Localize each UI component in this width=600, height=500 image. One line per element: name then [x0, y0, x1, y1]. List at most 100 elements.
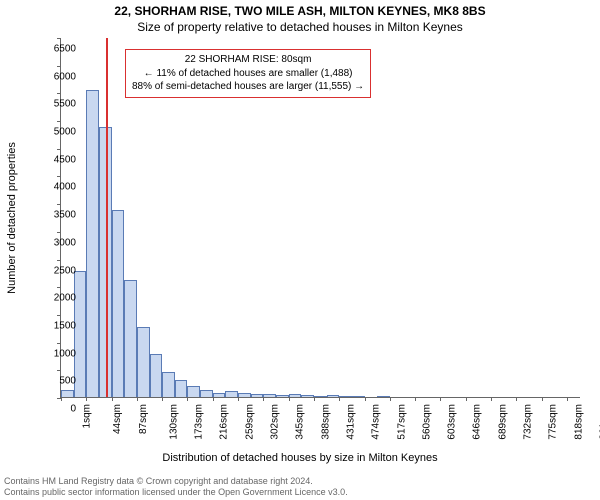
x-tick-mark [516, 397, 517, 401]
y-tick-label: 2500 [36, 265, 76, 276]
x-tick-label: 216sqm [219, 404, 230, 440]
x-tick-label: 818sqm [573, 404, 584, 440]
histogram-bar [377, 396, 390, 397]
caption-line-1: Contains HM Land Registry data © Crown c… [4, 476, 348, 487]
histogram-bar [162, 372, 175, 397]
chart-caption: Contains HM Land Registry data © Crown c… [4, 476, 348, 499]
x-tick-label: 130sqm [168, 404, 179, 440]
y-tick-mark [57, 149, 61, 150]
histogram-bar [150, 354, 163, 397]
histogram-bar [175, 380, 188, 397]
x-tick-mark [238, 397, 239, 401]
histogram-bar [352, 396, 365, 397]
y-tick-mark [57, 93, 61, 94]
y-tick-label: 0 [36, 404, 76, 415]
x-tick-mark [390, 397, 391, 401]
histogram-bar [301, 395, 314, 397]
chart-title-main: 22, SHORHAM RISE, TWO MILE ASH, MILTON K… [0, 4, 600, 18]
histogram-bar [238, 393, 251, 397]
y-tick-mark [57, 232, 61, 233]
histogram-bar [213, 393, 226, 397]
chart-title-sub: Size of property relative to detached ho… [0, 20, 600, 34]
x-tick-mark [440, 397, 441, 401]
x-tick-label: 732sqm [523, 404, 534, 440]
y-tick-label: 6500 [36, 44, 76, 55]
x-tick-label: 431sqm [346, 404, 357, 440]
y-tick-label: 2000 [36, 293, 76, 304]
histogram-bar [200, 390, 213, 397]
y-tick-label: 5500 [36, 99, 76, 110]
y-tick-mark [57, 370, 61, 371]
y-tick-mark [57, 315, 61, 316]
y-tick-mark [57, 343, 61, 344]
histogram-bar [61, 390, 74, 397]
histogram-bar [187, 386, 200, 397]
x-tick-mark [466, 397, 467, 401]
x-tick-mark [567, 397, 568, 401]
y-tick-mark [57, 176, 61, 177]
x-tick-mark [86, 397, 87, 401]
x-tick-mark [213, 397, 214, 401]
plot-area: 22 SHORHAM RISE: 80sqm← 11% of detached … [60, 38, 580, 398]
x-tick-mark [112, 397, 113, 401]
property-size-chart: 22, SHORHAM RISE, TWO MILE ASH, MILTON K… [0, 0, 600, 500]
y-tick-label: 1000 [36, 348, 76, 359]
caption-line-2: Contains public sector information licen… [4, 487, 348, 498]
histogram-bar [327, 395, 340, 397]
x-tick-mark [491, 397, 492, 401]
x-tick-label: 302sqm [270, 404, 281, 440]
y-tick-label: 6000 [36, 71, 76, 82]
x-tick-mark [289, 397, 290, 401]
x-tick-label: 603sqm [447, 404, 458, 440]
y-axis-label: Number of detached properties [6, 142, 18, 294]
x-tick-label: 474sqm [371, 404, 382, 440]
histogram-bar [124, 280, 137, 397]
x-tick-mark [415, 397, 416, 401]
x-tick-label: 775sqm [548, 404, 559, 440]
reference-line [106, 38, 108, 397]
y-tick-mark [57, 287, 61, 288]
y-tick-label: 4500 [36, 154, 76, 165]
histogram-bar [99, 127, 112, 397]
histogram-bar [276, 395, 289, 397]
x-tick-label: 1sqm [81, 404, 92, 428]
x-tick-label: 345sqm [295, 404, 306, 440]
annotation-line-2: ← 11% of detached houses are smaller (1,… [132, 67, 364, 81]
x-tick-label: 560sqm [421, 404, 432, 440]
x-tick-label: 646sqm [472, 404, 483, 440]
x-tick-mark [263, 397, 264, 401]
y-tick-label: 3000 [36, 237, 76, 248]
x-tick-mark [187, 397, 188, 401]
x-tick-label: 87sqm [138, 404, 149, 434]
x-tick-label: 689sqm [497, 404, 508, 440]
x-tick-mark [61, 397, 62, 401]
x-tick-label: 388sqm [320, 404, 331, 440]
y-tick-label: 3500 [36, 210, 76, 221]
y-tick-label: 5000 [36, 127, 76, 138]
x-tick-mark [542, 397, 543, 401]
y-tick-label: 1500 [36, 320, 76, 331]
x-axis-label: Distribution of detached houses by size … [0, 452, 600, 464]
y-tick-mark [57, 121, 61, 122]
x-tick-label: 517sqm [396, 404, 407, 440]
x-tick-label: 44sqm [112, 404, 123, 434]
histogram-bar [86, 90, 99, 397]
x-tick-label: 173sqm [194, 404, 205, 440]
y-tick-mark [57, 38, 61, 39]
y-tick-mark [57, 66, 61, 67]
histogram-bar [339, 396, 352, 397]
x-tick-mark [162, 397, 163, 401]
x-tick-mark [365, 397, 366, 401]
x-tick-label: 259sqm [244, 404, 255, 440]
histogram-bar [289, 394, 302, 397]
annotation-line-1: 22 SHORHAM RISE: 80sqm [132, 53, 364, 67]
histogram-bar [263, 394, 276, 397]
x-tick-mark [339, 397, 340, 401]
histogram-bar [137, 327, 150, 397]
annotation-line-3: 88% of semi-detached houses are larger (… [132, 80, 364, 94]
y-tick-label: 4000 [36, 182, 76, 193]
y-tick-mark [57, 204, 61, 205]
annotation-box: 22 SHORHAM RISE: 80sqm← 11% of detached … [125, 49, 371, 98]
histogram-bar [112, 210, 125, 397]
y-tick-label: 500 [36, 376, 76, 387]
